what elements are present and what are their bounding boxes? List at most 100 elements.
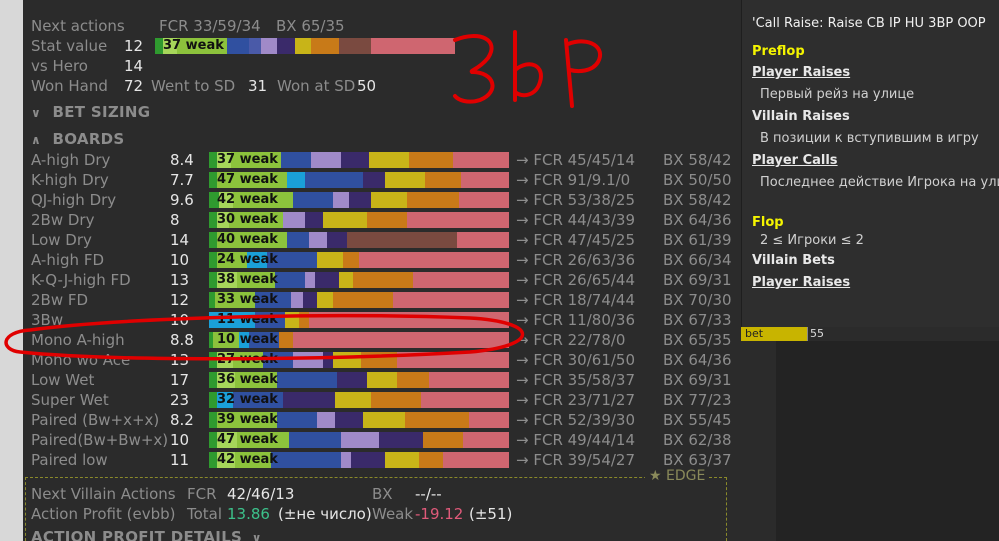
weak-label: Weak <box>372 505 414 523</box>
action-profit-details-section[interactable]: ACTION PROFIT DETAILS ∨ <box>31 527 268 541</box>
bet-sizing-title: BET SIZING <box>52 103 151 121</box>
board-bar[interactable]: 42 weak <box>209 452 509 468</box>
went-to-sd-label: Went to SD <box>151 77 236 95</box>
popup-player-raises[interactable]: Player Raises <box>752 65 851 80</box>
board-bar[interactable]: 11 weak <box>209 312 509 328</box>
board-row[interactable]: QJ-high Dry 9.6 42 weak → FCR 53/38/25 BX 58… <box>23 190 741 210</box>
next-actions-label: Next actions <box>31 17 125 35</box>
board-bar[interactable]: 27 weak <box>209 352 509 368</box>
board-bar-text: 42 weak <box>217 452 278 467</box>
next-actions-row: Next actions FCR 33/59/34 BX 65/35 <box>31 16 345 36</box>
board-bar[interactable]: 47 weak <box>209 172 509 188</box>
board-bar[interactable]: 39 weak <box>209 412 509 428</box>
stat-value-label: Stat value <box>31 37 108 55</box>
board-value: 13 <box>170 351 190 369</box>
went-to-sd-value: 31 <box>248 77 268 95</box>
background-dark-area <box>776 341 999 541</box>
board-fcr: → FCR 35/58/37 <box>516 371 635 389</box>
board-bar[interactable]: 40 weak <box>209 232 509 248</box>
board-value: 12 <box>170 291 190 309</box>
boards-section[interactable]: ∧ BOARDS <box>31 129 125 149</box>
stat-bar-text: 37 weak <box>163 38 224 53</box>
board-name: Paired (Bw+x+x) <box>31 411 160 429</box>
board-bar[interactable]: 36 weak <box>209 372 509 388</box>
board-bx: BX 64/36 <box>663 211 732 229</box>
board-row[interactable]: 2Bw FD 12 33 weak → FCR 18/74/44 BX 70/30 <box>23 290 741 310</box>
won-at-sd-value: 50 <box>357 77 377 95</box>
won-hand-row: Won Hand 72 Went to SD 31 Won at SD 50 <box>31 76 376 96</box>
board-fcr: → FCR 22/78/0 <box>516 331 626 349</box>
board-bx: BX 70/30 <box>663 291 732 309</box>
action-profit-label: Action Profit (evbb) <box>31 505 176 523</box>
board-row[interactable]: Paired (Bw+x+x) 8.2 39 weak → FCR 52/39/30 B… <box>23 410 741 430</box>
board-fcr: → FCR 52/39/30 <box>516 411 635 429</box>
board-fcr: → FCR 53/38/25 <box>516 191 635 209</box>
board-row[interactable]: K-Q-J-high FD 13 38 weak → FCR 26/65/44 BX 6… <box>23 270 741 290</box>
board-bar-text: 36 weak <box>217 372 278 387</box>
board-row[interactable]: A-high FD 10 24 weak → FCR 26/63/36 BX 66/34 <box>23 250 741 270</box>
board-row[interactable]: Low Dry 14 40 weak → FCR 47/45/25 BX 61/39 <box>23 230 741 250</box>
next-actions-fcr: FCR 33/59/34 <box>159 17 261 35</box>
vs-hero-row: vs Hero 14 <box>31 56 143 76</box>
board-bx: BX 58/42 <box>663 191 732 209</box>
board-bar[interactable]: 42 weak <box>209 192 509 208</box>
popup-villain-raises-desc: В позиции к вступившим в игру <box>760 131 979 146</box>
board-row[interactable]: A-high Dry 8.4 37 weak → FCR 45/45/14 BX 58/… <box>23 150 741 170</box>
won-hand-label: Won Hand <box>31 77 108 95</box>
next-villain-fcr-label: FCR <box>187 485 217 503</box>
board-bar[interactable]: 10 weak <box>209 332 509 348</box>
board-bar[interactable]: 33 weak <box>209 292 509 308</box>
board-bx: BX 63/37 <box>663 451 732 469</box>
board-value: 10 <box>170 251 190 269</box>
board-fcr: → FCR 11/80/36 <box>516 311 635 329</box>
popup-player-raises-flop[interactable]: Player Raises <box>752 275 851 290</box>
stat-value-bar[interactable]: 37 weak <box>155 38 455 54</box>
board-row[interactable]: 2Bw Dry 8 30 weak → FCR 44/43/39 BX 64/36 <box>23 210 741 230</box>
board-bx: BX 77/23 <box>663 391 732 409</box>
stat-value: 12 <box>124 37 144 55</box>
board-bar[interactable]: 24 weak <box>209 252 509 268</box>
action-profit-row: Action Profit (evbb) Total 13.86 (±не чи… <box>31 504 512 524</box>
board-bar[interactable]: 30 weak <box>209 212 509 228</box>
board-bar-text: 33 weak <box>217 292 278 307</box>
bet-strip: bet <box>741 327 807 341</box>
bet-sizing-section[interactable]: ∨ BET SIZING <box>31 102 150 122</box>
board-fcr: → FCR 23/71/27 <box>516 391 635 409</box>
board-row[interactable]: Super Wet 23 32 weak → FCR 23/71/27 BX 77/23 <box>23 390 741 410</box>
board-row[interactable]: 3Bw 10 11 weak → FCR 11/80/36 BX 67/33 <box>23 310 741 330</box>
weak-value: -19.12 <box>415 505 464 523</box>
stat-value-row: Stat value 12 <box>31 36 143 56</box>
board-bar-text: 10 weak <box>217 332 278 347</box>
board-value: 10 <box>170 431 190 449</box>
total-note: (±не число) <box>278 505 372 523</box>
board-row[interactable]: Low Wet 17 36 weak → FCR 35/58/37 BX 69/31 <box>23 370 741 390</box>
board-bar[interactable]: 38 weak <box>209 272 509 288</box>
board-bar-text: 39 weak <box>217 412 278 427</box>
board-bx: BX 65/35 <box>663 331 732 349</box>
popup-villain-raises: Villain Raises <box>752 109 850 124</box>
board-row[interactable]: Mono wo Ace 13 27 weak → FCR 30/61/50 BX 64/… <box>23 350 741 370</box>
board-bar-text: 27 weak <box>217 352 278 367</box>
board-value: 8.4 <box>170 151 194 169</box>
board-row[interactable]: Mono A-high 8.8 10 weak → FCR 22/78/0 BX 65/… <box>23 330 741 350</box>
board-bx: BX 55/45 <box>663 411 732 429</box>
action-profit-details-title: ACTION PROFIT DETAILS <box>31 528 243 541</box>
board-bar[interactable]: 47 weak <box>209 432 509 448</box>
board-bar[interactable]: 37 weak <box>209 152 509 168</box>
next-villain-bx-label: BX <box>372 485 393 503</box>
board-bar[interactable]: 32 weak <box>209 392 509 408</box>
board-name: Paired(Bw+Bw+x) <box>31 431 169 449</box>
board-bx: BX 66/34 <box>663 251 732 269</box>
board-row[interactable]: Paired low 11 42 weak → FCR 39/54/27 BX 63/3… <box>23 450 741 470</box>
board-name: Paired low <box>31 451 108 469</box>
board-value: 9.6 <box>170 191 194 209</box>
popup-player-calls[interactable]: Player Calls <box>752 153 838 168</box>
board-name: A-high FD <box>31 251 104 269</box>
board-value: 23 <box>170 391 190 409</box>
board-row[interactable]: K-high Dry 7.7 47 weak → FCR 91/9.1/0 BX 50/… <box>23 170 741 190</box>
total-label: Total <box>187 505 223 523</box>
board-fcr: → FCR 26/63/36 <box>516 251 635 269</box>
chevron-down-icon: ∨ <box>31 106 42 120</box>
board-row[interactable]: Paired(Bw+Bw+x) 10 47 weak → FCR 49/44/14 BX… <box>23 430 741 450</box>
board-name: 2Bw FD <box>31 291 89 309</box>
